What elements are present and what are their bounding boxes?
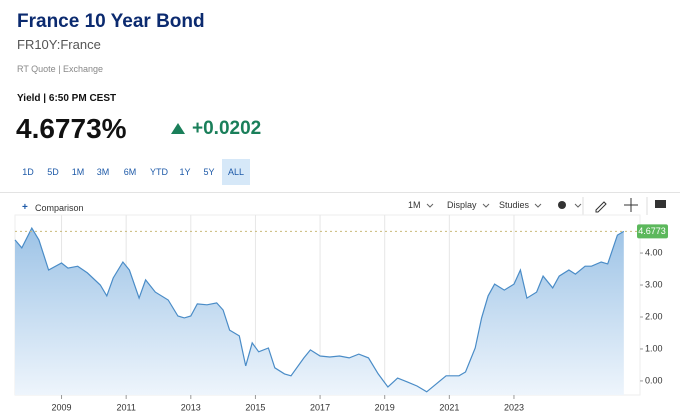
x-tick-label: 2021 (439, 402, 459, 412)
y-tick-label: 1.00 (645, 343, 663, 353)
symbol: FR10Y:France (17, 37, 101, 52)
y-tick-label: 2.00 (645, 311, 663, 321)
x-tick-label: 2009 (52, 402, 72, 412)
change: +0.0202 (192, 118, 262, 139)
last-value-label: 4.6773 (638, 226, 666, 236)
last-value-box (637, 224, 668, 239)
source: RT Quote | Exchange (17, 64, 104, 74)
range-button[interactable]: YTD (150, 167, 168, 177)
up-arrow (171, 123, 185, 134)
price: 4.6773% (16, 113, 127, 144)
x-tick-label: 2023 (504, 402, 524, 412)
quote-label: Yield | 6:50 PM CEST (17, 93, 117, 104)
title: France 10 Year Bond (17, 11, 205, 32)
interval[interactable]: 1M (408, 200, 421, 210)
range-button[interactable]: 1Y (179, 167, 191, 177)
area (15, 228, 624, 395)
display[interactable]: Display (447, 200, 477, 210)
range-button[interactable]: 3M (96, 167, 110, 177)
toolbar-icons (426, 197, 666, 215)
range-button[interactable]: 1M (71, 167, 85, 177)
x-tick-label: 2011 (116, 402, 135, 412)
range-button[interactable]: 5Y (203, 167, 215, 177)
x-tick-label: 2017 (310, 402, 330, 412)
range-button[interactable]: 5D (47, 167, 59, 177)
x-tick-label: 2019 (375, 402, 395, 412)
range-button[interactable]: ALL (222, 159, 250, 185)
range-button[interactable]: 6M (123, 167, 137, 177)
comparison[interactable]: Comparison (35, 203, 84, 213)
divider (0, 192, 680, 193)
y-tick-label: 4.00 (645, 247, 663, 257)
studies[interactable]: Studies (499, 200, 530, 210)
y-tick-label: 0.00 (645, 375, 663, 385)
x-tick-label: 2013 (181, 402, 201, 412)
chart: 2009 2011 2013 2015 2017 2019 2021 2023 0.00 1.00… (14, 214, 668, 412)
line (14, 226, 625, 393)
plus: + (22, 202, 28, 213)
y-tick-label: 3.00 (645, 279, 663, 289)
x-tick-label: 2015 (245, 402, 265, 412)
range-button[interactable]: 1D (22, 167, 34, 177)
